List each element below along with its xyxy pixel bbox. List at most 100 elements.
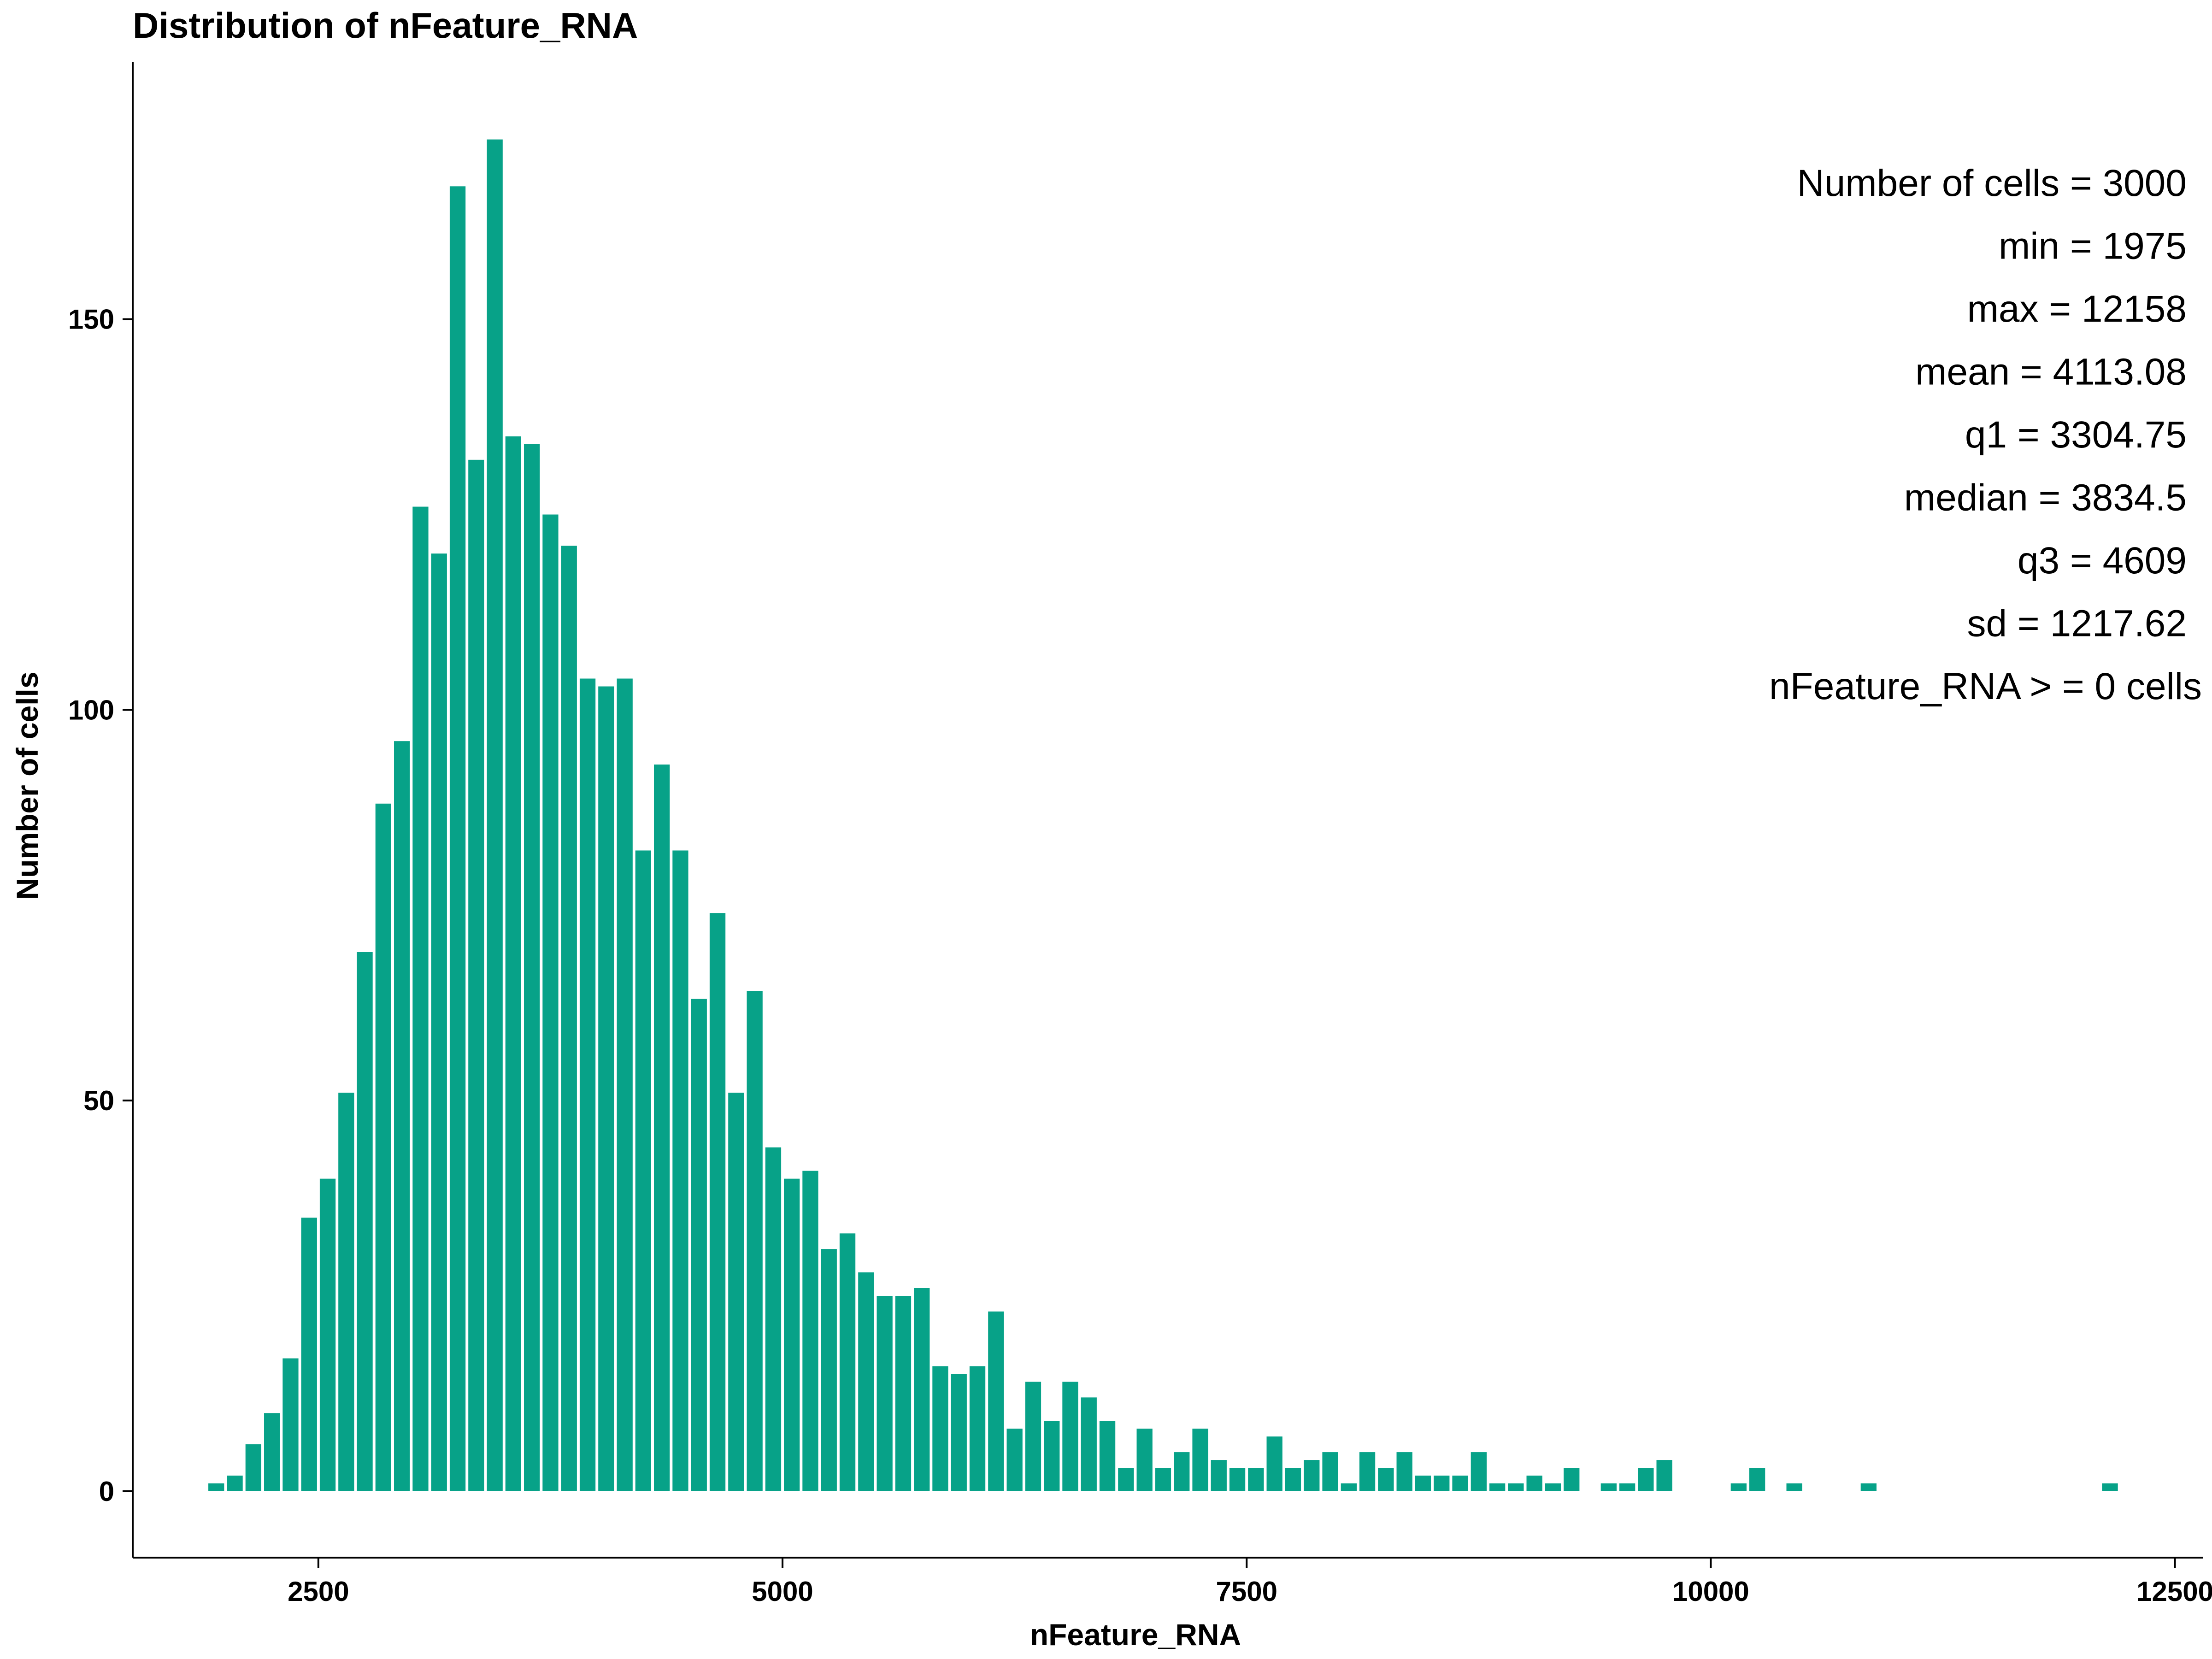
histogram-bar bbox=[1174, 1452, 1190, 1491]
chart-title: Distribution of nFeature_RNA bbox=[133, 5, 638, 46]
histogram-bar bbox=[1378, 1468, 1394, 1491]
histogram-bars bbox=[208, 139, 2118, 1491]
histogram-bar bbox=[282, 1358, 299, 1491]
stat-line: median = 3834.5 bbox=[1904, 477, 2187, 519]
x-axis-label: nFeature_RNA bbox=[1030, 1618, 1241, 1652]
histogram-bar bbox=[1396, 1452, 1412, 1491]
histogram-bar bbox=[1304, 1460, 1320, 1491]
histogram-bar bbox=[1471, 1452, 1487, 1491]
histogram-bar bbox=[1081, 1397, 1097, 1491]
histogram-bar bbox=[1341, 1483, 1357, 1491]
x-tick-label: 10000 bbox=[1672, 1576, 1749, 1607]
histogram-bar bbox=[1749, 1468, 1765, 1491]
histogram-bar bbox=[412, 506, 429, 1491]
stat-line: min = 1975 bbox=[1999, 225, 2187, 267]
histogram-bar bbox=[1118, 1468, 1134, 1491]
x-tick-label: 5000 bbox=[752, 1576, 813, 1607]
x-axis-ticks: 2500 5000 7500 10000 12500 bbox=[288, 1558, 2212, 1607]
histogram-bar bbox=[319, 1178, 336, 1491]
histogram-bar bbox=[617, 678, 633, 1491]
histogram-bar bbox=[1266, 1436, 1282, 1491]
y-axis-ticks: 0 50 100 150 bbox=[68, 304, 133, 1507]
histogram-bar bbox=[1434, 1476, 1450, 1491]
histogram-bar bbox=[1508, 1483, 1524, 1491]
histogram-bar bbox=[1730, 1483, 1747, 1491]
x-tick-label: 7500 bbox=[1216, 1576, 1277, 1607]
histogram-bar bbox=[264, 1413, 280, 1491]
histogram-bar bbox=[524, 444, 540, 1491]
histogram-bar bbox=[1248, 1468, 1264, 1491]
histogram-bar bbox=[1600, 1483, 1617, 1491]
histogram-bar bbox=[988, 1311, 1004, 1491]
histogram-bar bbox=[1526, 1476, 1542, 1491]
histogram-bar bbox=[877, 1296, 893, 1491]
histogram-bar bbox=[1638, 1468, 1654, 1491]
histogram-bar bbox=[579, 678, 596, 1491]
histogram-bar bbox=[227, 1476, 243, 1491]
stat-line: sd = 1217.62 bbox=[1967, 603, 2187, 645]
histogram-bar bbox=[1155, 1468, 1171, 1491]
histogram-bar bbox=[357, 952, 373, 1491]
histogram-bar bbox=[951, 1374, 967, 1491]
histogram-bar bbox=[1099, 1421, 1116, 1491]
histogram-bar bbox=[1359, 1452, 1376, 1491]
histogram-bar bbox=[728, 1093, 744, 1491]
histogram-bar bbox=[821, 1249, 837, 1491]
histogram-bar bbox=[765, 1147, 782, 1491]
histogram-bar bbox=[1211, 1460, 1227, 1491]
histogram-bar bbox=[375, 803, 391, 1491]
histogram-bar bbox=[1062, 1382, 1078, 1491]
y-tick-label: 150 bbox=[68, 304, 114, 335]
histogram-bar bbox=[598, 686, 614, 1491]
histogram-bar bbox=[542, 514, 559, 1491]
histogram-bar bbox=[487, 139, 503, 1491]
histogram-bar bbox=[338, 1093, 354, 1491]
histogram-bar bbox=[431, 553, 447, 1491]
histogram-bar bbox=[245, 1444, 261, 1491]
stat-line: nFeature_RNA > = 0 cells bbox=[1769, 665, 2202, 707]
histogram-bar bbox=[468, 459, 484, 1491]
y-tick-label: 100 bbox=[68, 694, 114, 725]
histogram-bar bbox=[672, 850, 688, 1491]
histogram-bar bbox=[784, 1178, 800, 1491]
stat-line: Number of cells = 3000 bbox=[1797, 162, 2187, 204]
histogram-bar bbox=[1006, 1429, 1023, 1491]
y-axis-label: Number of cells bbox=[10, 671, 44, 900]
y-tick-label: 0 bbox=[99, 1476, 114, 1507]
histogram-bar bbox=[301, 1218, 317, 1491]
histogram-bar bbox=[932, 1366, 948, 1491]
histogram-bar bbox=[561, 546, 577, 1491]
histogram-bar bbox=[1192, 1429, 1208, 1491]
histogram-bar bbox=[691, 999, 707, 1491]
histogram-bar bbox=[635, 850, 651, 1491]
histogram-bar bbox=[802, 1171, 818, 1491]
histogram-bar bbox=[1860, 1483, 1877, 1491]
histogram-bar bbox=[449, 186, 466, 1491]
histogram-bar bbox=[2102, 1483, 2118, 1491]
histogram-bar bbox=[394, 741, 410, 1491]
histogram-bar bbox=[747, 991, 763, 1491]
histogram-bar bbox=[969, 1366, 986, 1491]
summary-statistics: Number of cells = 3000 min = 1975 max = 12… bbox=[1769, 162, 2202, 707]
histogram-bar bbox=[1452, 1476, 1468, 1491]
stat-line: q1 = 3304.75 bbox=[1965, 414, 2187, 456]
y-tick-label: 50 bbox=[83, 1085, 114, 1116]
histogram-bar bbox=[709, 913, 726, 1491]
histogram-bar bbox=[1044, 1421, 1060, 1491]
histogram-bar bbox=[1489, 1483, 1506, 1491]
histogram-bar bbox=[1229, 1468, 1246, 1491]
histogram-bar bbox=[208, 1483, 224, 1491]
stat-line: mean = 4113.08 bbox=[1915, 351, 2187, 393]
histogram-bar bbox=[1322, 1452, 1338, 1491]
histogram-bar bbox=[1285, 1468, 1301, 1491]
x-tick-label: 12500 bbox=[2136, 1576, 2212, 1607]
histogram-bar bbox=[1545, 1483, 1561, 1491]
histogram-bar bbox=[839, 1233, 856, 1491]
histogram-bar bbox=[858, 1272, 874, 1491]
histogram-bar bbox=[895, 1296, 912, 1491]
histogram-bar bbox=[1564, 1468, 1580, 1491]
histogram-bar bbox=[1415, 1476, 1431, 1491]
histogram-bar bbox=[914, 1288, 930, 1491]
stat-line: max = 12158 bbox=[1967, 288, 2187, 330]
